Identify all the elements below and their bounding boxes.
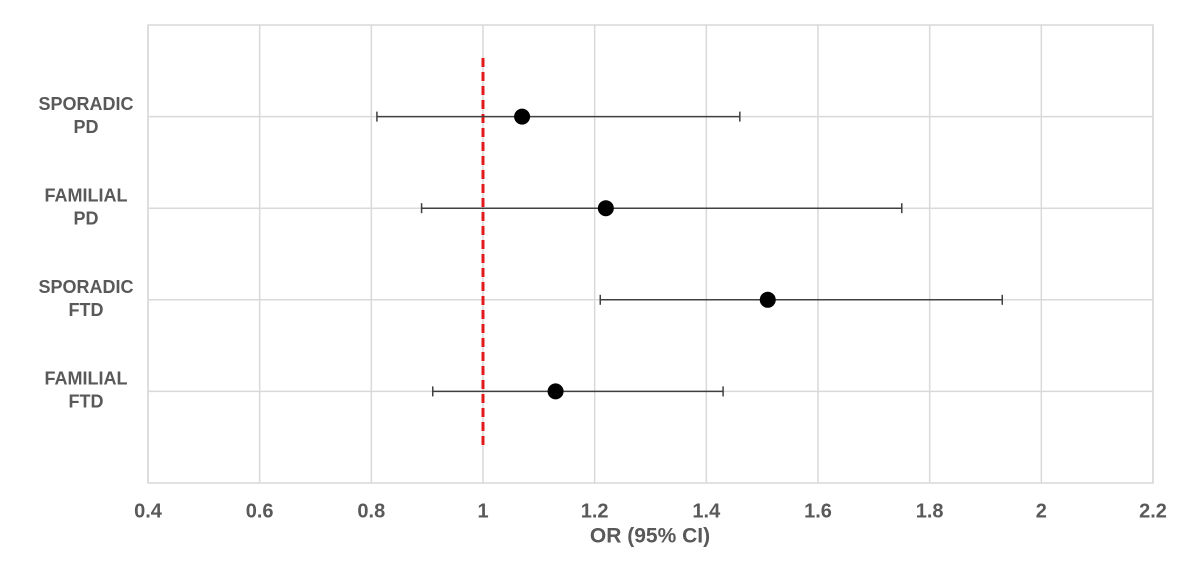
x-tick-label: 2 xyxy=(1036,500,1047,522)
y-tick-label: FTD xyxy=(69,392,104,412)
point-estimate xyxy=(759,291,776,308)
point-estimate xyxy=(547,383,564,400)
x-tick-label: 1.8 xyxy=(916,500,944,522)
plot-frame xyxy=(147,24,1154,484)
y-tick-label: FAMILIAL xyxy=(45,185,128,205)
y-tick-label: SPORADIC xyxy=(38,277,133,297)
x-tick-label: 1.4 xyxy=(692,500,721,522)
x-tick-label: 0.6 xyxy=(246,500,274,522)
x-tick-label: 1 xyxy=(477,500,488,522)
x-tick-label: 1.6 xyxy=(804,500,832,522)
y-tick-label: FTD xyxy=(69,300,104,320)
x-tick-label: 0.8 xyxy=(357,500,385,522)
x-tick-label: 1.2 xyxy=(581,500,609,522)
x-tick-label: 2.2 xyxy=(1139,500,1167,522)
x-tick-label: 0.4 xyxy=(134,500,163,522)
point-estimate xyxy=(597,200,614,217)
x-axis-label: OR (95% CI) xyxy=(590,525,710,548)
y-tick-label: FAMILIAL xyxy=(45,369,128,389)
y-tick-label: PD xyxy=(73,117,98,137)
y-tick-label: SPORADIC xyxy=(38,94,133,114)
point-estimate xyxy=(514,108,531,125)
y-tick-label: PD xyxy=(73,208,98,228)
